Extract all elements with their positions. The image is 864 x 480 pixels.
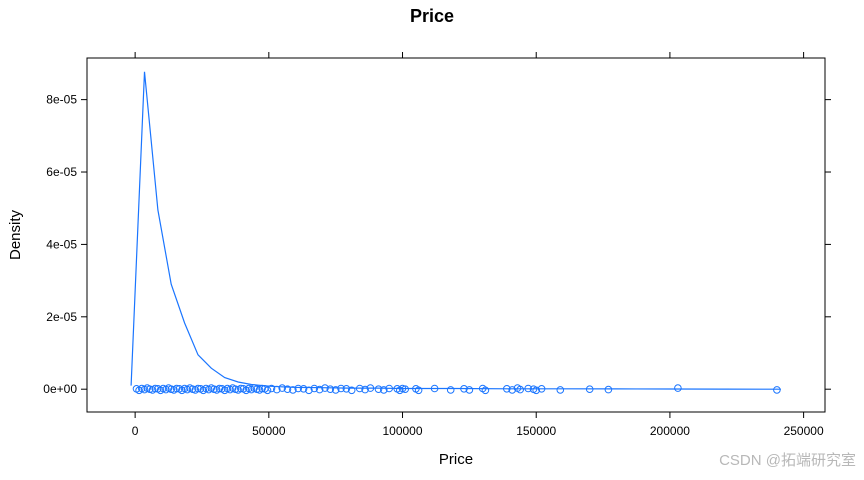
- rug-point: [374, 385, 383, 394]
- rug-point: [385, 384, 394, 393]
- rug-point: [289, 386, 297, 394]
- rug-point: [310, 384, 319, 393]
- rug-point: [237, 384, 245, 393]
- plot-frame: [86, 57, 826, 413]
- rug-point: [414, 386, 423, 395]
- rug-point: [465, 386, 474, 394]
- x-tick-label: 100000: [382, 424, 422, 438]
- rug-point: [556, 386, 565, 394]
- density-curve: [130, 71, 781, 390]
- y-axis-label: Density: [7, 209, 24, 260]
- x-tick-label: 250000: [784, 424, 824, 438]
- y-tick-label: 4e-05: [46, 237, 77, 251]
- chart-title: Price: [410, 6, 454, 26]
- rug-point: [460, 385, 468, 393]
- rug-point: [446, 386, 455, 394]
- rug-point: [215, 384, 224, 393]
- rug-point: [537, 385, 546, 393]
- rug-point: [305, 386, 313, 395]
- x-tick-label: 50000: [252, 424, 286, 438]
- watermark: CSDN @拓端研究室: [719, 452, 856, 469]
- x-axis: 0 50000 100000 150000 200000 250000: [132, 52, 824, 438]
- rug-point: [401, 385, 410, 394]
- x-tick-label: 200000: [650, 424, 690, 438]
- rug-point: [194, 384, 202, 393]
- rug-point: [355, 384, 364, 393]
- y-tick-label: 6e-05: [46, 165, 77, 179]
- x-axis-label: Price: [439, 451, 473, 468]
- rug-point: [294, 384, 303, 393]
- rug-point: [263, 386, 272, 395]
- rug-point: [508, 386, 517, 394]
- x-tick-label: 150000: [516, 424, 556, 438]
- rug-point: [337, 384, 345, 393]
- rug-point: [532, 386, 541, 395]
- y-axis: 0e+00 2e-05 4e-05 6e-05 8e-05: [43, 93, 831, 396]
- rug-point: [674, 384, 682, 392]
- rug-point: [267, 384, 276, 393]
- rug-point: [773, 386, 781, 394]
- y-tick-label: 8e-05: [46, 93, 77, 107]
- rug-point: [172, 384, 181, 393]
- rug-point: [299, 385, 308, 393]
- rug-point: [283, 385, 292, 394]
- rug-point: [524, 384, 533, 393]
- rug-point: [481, 386, 490, 395]
- rug-point: [585, 385, 594, 394]
- rug-point: [380, 386, 388, 394]
- rug-point: [321, 384, 329, 392]
- rug-point: [273, 385, 281, 394]
- rug-point: [361, 385, 369, 394]
- rug-point: [151, 384, 159, 393]
- rug-point: [342, 385, 351, 393]
- rug-point: [258, 384, 266, 393]
- y-tick-label: 0e+00: [43, 382, 77, 396]
- rug-point: [366, 384, 375, 392]
- rug-point: [326, 385, 335, 394]
- rug-point: [503, 385, 511, 393]
- y-tick-label: 2e-05: [46, 310, 77, 324]
- rug-points: [132, 384, 781, 395]
- rug-point: [331, 386, 340, 394]
- rug-point: [516, 385, 525, 394]
- rug-point: [430, 384, 439, 393]
- rug-point: [315, 385, 324, 394]
- rug-point: [278, 384, 287, 392]
- rug-point: [604, 385, 613, 394]
- rug-point: [347, 386, 356, 395]
- x-tick-label: 0: [132, 424, 139, 438]
